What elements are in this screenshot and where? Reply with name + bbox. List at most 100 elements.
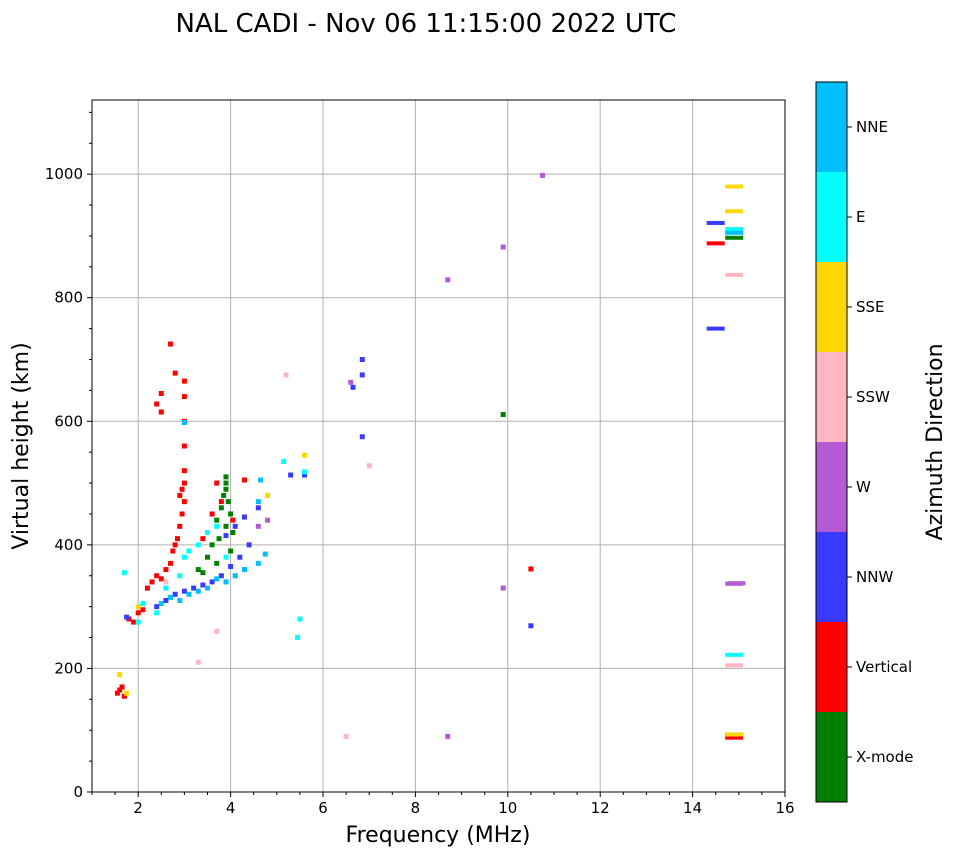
data-point-nnw: [350, 384, 356, 390]
data-point-ssw: [725, 663, 744, 668]
data-point-sse: [135, 604, 141, 610]
data-point-vertical: [140, 607, 146, 613]
data-point-nnw: [246, 542, 252, 548]
data-point-e: [302, 469, 308, 475]
data-point-vertical: [119, 684, 125, 690]
data-point-xmode: [225, 499, 231, 505]
colorbar-tick-label: SSE: [856, 298, 885, 316]
data-point-vertical: [241, 477, 247, 483]
x-axis-ticks: 2 4 6 8 10 12 14 16: [91, 792, 795, 817]
data-point-xmode: [725, 235, 744, 240]
data-point-vertical: [154, 401, 160, 407]
data-point-vertical: [725, 735, 744, 740]
data-point-vertical: [214, 480, 220, 486]
data-point-nne: [214, 576, 220, 582]
data-point-xmode: [209, 542, 215, 548]
y-tick-label: 800: [54, 289, 83, 307]
data-point-e: [223, 554, 229, 560]
data-point-ssw: [366, 463, 372, 469]
colorbar-segment: [816, 712, 847, 802]
y-tick-label: 600: [54, 412, 83, 430]
data-point-vertical: [218, 499, 224, 505]
data-point-e: [725, 227, 744, 232]
data-point-nnw: [200, 582, 206, 588]
data-point-vertical: [179, 511, 185, 517]
colorbar: X-mode Vertical NNW W SSW SSE E NNE: [815, 81, 913, 803]
data-point-nnw: [359, 357, 365, 362]
data-point-nne: [181, 420, 187, 426]
data-point-vertical: [209, 511, 215, 517]
data-point-nnw: [154, 604, 160, 610]
data-point-w: [445, 733, 451, 739]
data-point-vertical: [131, 619, 137, 625]
data-point-sse: [117, 672, 123, 678]
data-point-nnw: [228, 563, 234, 569]
x-tick-label: 16: [775, 799, 794, 817]
data-point-xmode: [200, 570, 206, 576]
data-point-vertical: [172, 542, 178, 548]
data-point-e: [177, 573, 183, 579]
data-point-vertical: [154, 573, 160, 579]
x-tick-label: 4: [226, 799, 236, 817]
data-point-vertical: [181, 443, 187, 449]
colorbar-label: Azimuth Direction: [923, 343, 948, 540]
data-point-vertical: [172, 370, 178, 376]
data-point-sse: [124, 690, 130, 696]
colorbar-tick-label: SSW: [856, 388, 890, 406]
y-tick-label: 1000: [45, 165, 83, 183]
y-tick-label: 400: [54, 536, 83, 554]
data-point-nne: [262, 551, 268, 557]
data-point-vertical: [200, 536, 206, 542]
data-point-ssw: [195, 659, 201, 665]
data-point-vertical: [528, 566, 534, 572]
x-tick-label: 14: [683, 799, 702, 817]
data-point-xmode: [500, 411, 506, 417]
data-point-sse: [725, 209, 744, 214]
data-point-w: [255, 523, 261, 529]
colorbar-segment: [816, 442, 847, 532]
y-axis-label: Virtual height (km): [9, 342, 34, 549]
data-point-xmode: [223, 486, 229, 492]
data-point-nne: [205, 585, 210, 591]
data-point-nne: [232, 573, 238, 579]
data-point-vertical: [168, 341, 174, 347]
chart-title: NAL CADI - Nov 06 11:15:00 2022 UTC: [176, 9, 677, 39]
data-point-xmode: [223, 523, 229, 529]
x-tick-label: 6: [318, 799, 328, 817]
data-point-e: [725, 652, 744, 657]
data-point-vertical: [181, 468, 187, 474]
data-point-e: [186, 548, 192, 554]
data-point-vertical: [179, 486, 185, 492]
data-point-vertical: [158, 390, 164, 396]
data-point-xmode: [214, 560, 220, 566]
data-point-nne: [223, 579, 229, 585]
data-point-nnw: [209, 579, 215, 585]
data-point-nne: [725, 230, 744, 235]
data-point-sse: [725, 184, 744, 189]
data-point-xmode: [221, 492, 227, 498]
x-tick-label: 10: [498, 799, 517, 817]
data-points: [114, 172, 746, 740]
data-point-vertical: [117, 687, 123, 693]
colorbar-tick-label: NNE: [856, 118, 888, 136]
data-point-nne: [195, 588, 201, 594]
data-point-vertical: [163, 567, 169, 573]
data-point-nnw: [288, 472, 294, 478]
data-point-vertical: [135, 610, 141, 616]
colorbar-tick-label: NNW: [856, 568, 893, 586]
data-point-nnw: [191, 585, 197, 591]
colorbar-segment: [816, 172, 847, 262]
data-point-vertical: [144, 585, 150, 591]
data-point-e: [297, 616, 303, 622]
data-point-vertical: [121, 693, 127, 699]
data-point-nnw: [181, 588, 187, 594]
data-point-sse: [725, 732, 744, 737]
data-point-nnw: [223, 533, 229, 539]
data-point-vertical: [230, 517, 236, 523]
data-point-vertical: [181, 394, 187, 400]
data-point-nnw: [124, 614, 130, 620]
x-axis-label: Frequency (MHz): [346, 823, 531, 848]
data-point-e: [163, 585, 169, 591]
y-tick-label: 200: [54, 659, 83, 677]
